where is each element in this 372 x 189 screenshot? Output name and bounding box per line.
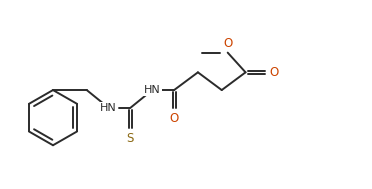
Text: HN: HN [144, 85, 161, 95]
Text: O: O [170, 112, 179, 125]
Text: HN: HN [100, 103, 117, 113]
Text: O: O [223, 37, 232, 50]
Text: S: S [127, 132, 134, 145]
Text: O: O [270, 66, 279, 79]
